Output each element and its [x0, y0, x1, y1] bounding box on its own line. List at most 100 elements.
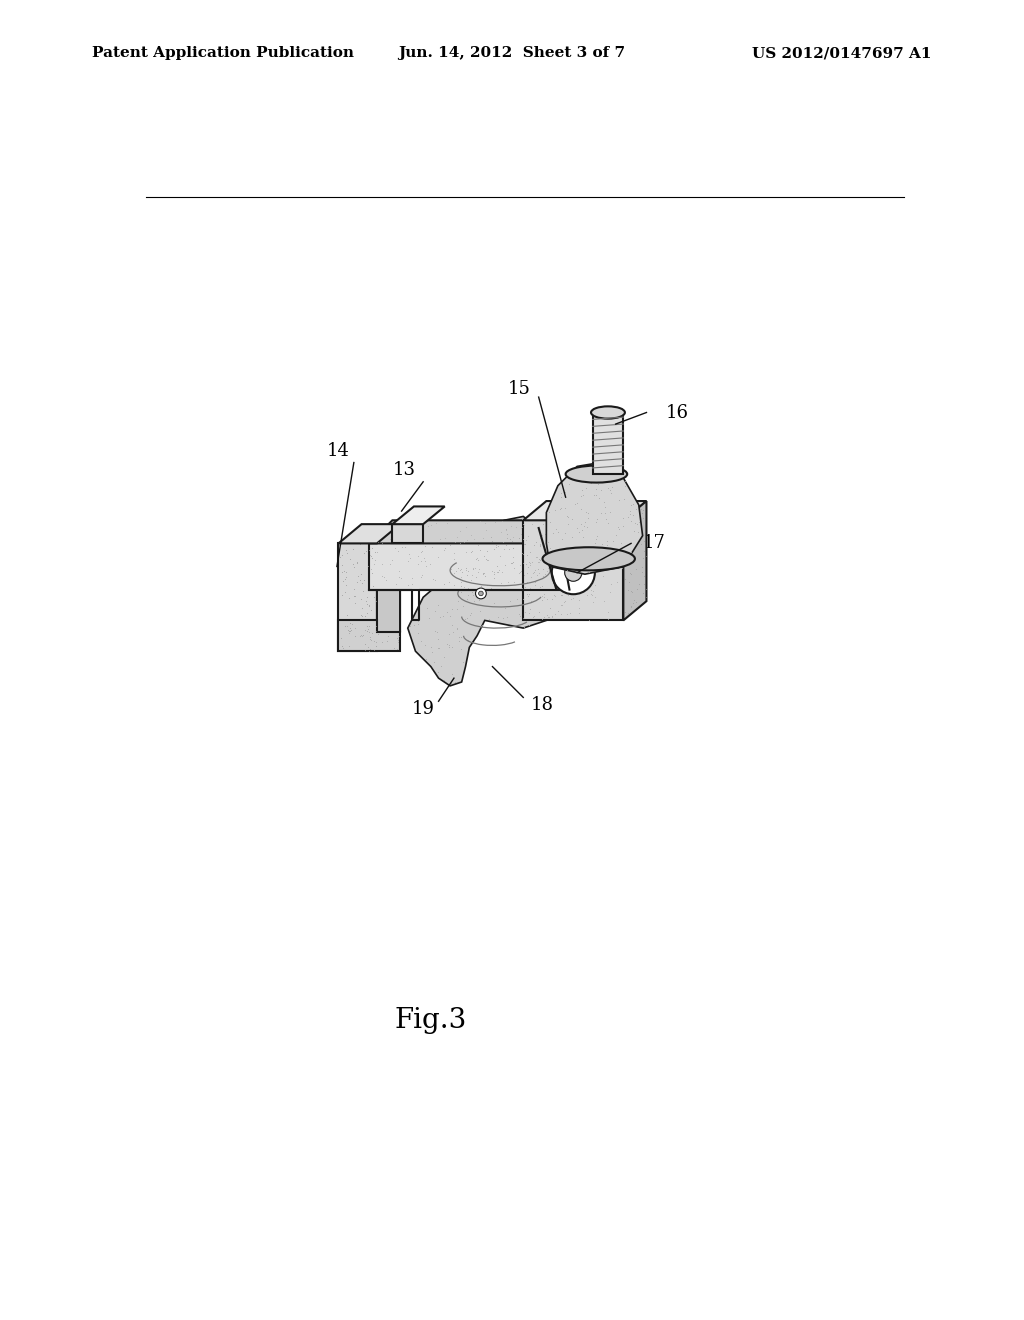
Polygon shape: [370, 520, 593, 544]
Point: [421, 607, 437, 628]
Text: 18: 18: [531, 696, 554, 714]
Point: [583, 579, 599, 601]
Point: [505, 527, 521, 548]
Point: [532, 576, 549, 597]
Point: [353, 605, 370, 626]
Point: [548, 554, 564, 576]
Point: [435, 606, 452, 627]
Point: [414, 541, 430, 562]
Point: [593, 533, 609, 554]
Point: [567, 548, 584, 569]
Point: [423, 515, 439, 536]
Point: [499, 524, 515, 545]
Point: [605, 511, 622, 532]
Point: [339, 615, 355, 636]
Point: [476, 562, 493, 583]
Point: [360, 539, 377, 560]
Circle shape: [475, 589, 486, 599]
Point: [553, 482, 569, 503]
Point: [349, 552, 366, 573]
Polygon shape: [339, 524, 400, 544]
Point: [616, 488, 633, 510]
Point: [635, 507, 651, 528]
Point: [522, 591, 539, 612]
Point: [337, 569, 353, 590]
Point: [449, 527, 465, 548]
Point: [583, 553, 599, 574]
Point: [633, 513, 649, 535]
Point: [466, 590, 482, 611]
Point: [532, 527, 549, 548]
Circle shape: [478, 591, 483, 595]
Point: [436, 669, 453, 690]
Point: [585, 581, 601, 602]
Point: [495, 532, 511, 553]
Point: [413, 550, 429, 572]
Point: [339, 619, 355, 640]
Point: [391, 566, 408, 587]
Point: [537, 539, 553, 560]
Point: [559, 603, 575, 624]
Point: [612, 516, 629, 537]
Point: [416, 548, 432, 569]
Point: [570, 597, 587, 618]
Point: [438, 601, 455, 622]
Point: [626, 536, 642, 557]
Point: [496, 607, 512, 628]
Point: [417, 635, 433, 656]
Point: [530, 550, 547, 572]
Point: [554, 529, 570, 550]
Point: [357, 634, 374, 655]
Point: [544, 544, 560, 565]
Point: [370, 532, 386, 553]
Point: [600, 609, 616, 630]
Point: [447, 532, 464, 553]
Point: [517, 602, 534, 623]
Point: [367, 587, 383, 609]
Point: [413, 541, 429, 562]
Point: [596, 492, 612, 513]
Point: [432, 528, 449, 549]
Point: [452, 532, 468, 553]
Point: [391, 561, 408, 582]
Point: [624, 533, 640, 554]
Point: [514, 543, 530, 564]
Point: [498, 554, 514, 576]
Point: [544, 606, 560, 627]
Point: [358, 594, 375, 615]
Point: [560, 523, 577, 544]
Point: [429, 546, 445, 568]
Point: [528, 569, 545, 590]
Point: [353, 626, 370, 647]
Point: [564, 587, 581, 609]
Point: [514, 516, 530, 537]
Point: [535, 558, 551, 579]
Point: [342, 612, 358, 634]
Point: [541, 557, 557, 578]
Point: [485, 539, 502, 560]
Point: [403, 511, 420, 532]
Point: [450, 585, 466, 606]
Point: [355, 624, 372, 645]
Point: [616, 549, 633, 570]
Point: [560, 546, 577, 568]
Point: [554, 572, 570, 593]
Point: [454, 639, 470, 660]
Point: [364, 546, 380, 568]
Point: [634, 556, 650, 577]
Point: [536, 606, 552, 627]
Point: [401, 546, 418, 568]
Point: [594, 471, 610, 492]
Point: [410, 623, 426, 644]
Point: [595, 520, 611, 541]
Point: [557, 545, 573, 566]
Point: [608, 552, 625, 573]
Point: [512, 606, 528, 627]
Point: [374, 566, 390, 587]
Point: [557, 498, 573, 519]
Point: [465, 557, 481, 578]
Point: [457, 609, 473, 630]
Point: [615, 527, 632, 548]
Point: [366, 553, 382, 574]
Point: [477, 565, 494, 586]
